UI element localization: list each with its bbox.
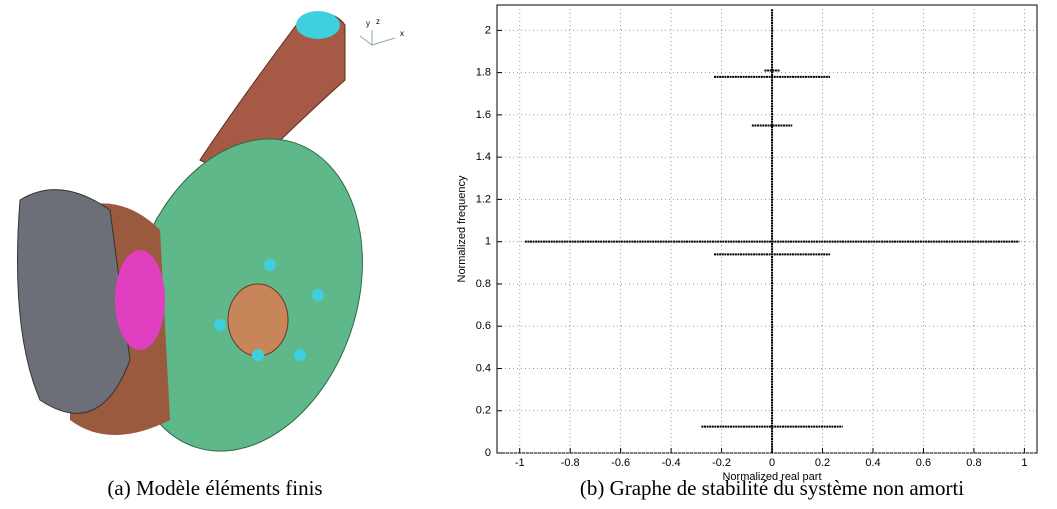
y-axis-label: Normalized frequency <box>456 175 468 282</box>
x-axis-label: Normalized real part <box>722 471 821 483</box>
y-tick-label: 1.4 <box>476 151 491 163</box>
y-tick-label: 0.6 <box>476 320 491 332</box>
y-tick-label: 1 <box>485 236 491 248</box>
y-tick-label: 0.8 <box>476 278 491 290</box>
x-tick-label: 0 <box>769 457 775 469</box>
x-tick-label: -0.6 <box>611 457 630 469</box>
triad-label: z <box>376 17 380 26</box>
y-tick-label: 0.4 <box>476 362 491 374</box>
y-tick-label: 0.2 <box>476 405 491 417</box>
x-tick-label: -0.2 <box>712 457 731 469</box>
caption: (a) Modèle éléments finis <box>107 476 322 500</box>
x-tick-label: 0.2 <box>815 457 830 469</box>
caption: (b) Graphe de stabilité du système non a… <box>580 476 964 500</box>
y-tick-label: 1.8 <box>476 67 491 79</box>
x-tick-label: -1 <box>515 457 525 469</box>
triad-label: x <box>400 29 404 38</box>
y-tick-label: 1.6 <box>476 109 491 121</box>
y-tick-label: 2 <box>485 24 491 36</box>
x-tick-label: -0.8 <box>561 457 580 469</box>
triad-label: y <box>366 19 370 28</box>
x-tick-label: 0.8 <box>966 457 981 469</box>
x-tick-label: 1 <box>1021 457 1027 469</box>
fe-model-image: y z x <box>17 11 404 452</box>
x-tick-label: 0.4 <box>865 457 880 469</box>
y-tick-label: 1.2 <box>476 193 491 205</box>
y-tick-label: 0 <box>485 447 491 459</box>
plot-frame <box>496 4 1038 454</box>
x-tick-label: -0.4 <box>662 457 681 469</box>
x-tick-label: 0.6 <box>916 457 931 469</box>
